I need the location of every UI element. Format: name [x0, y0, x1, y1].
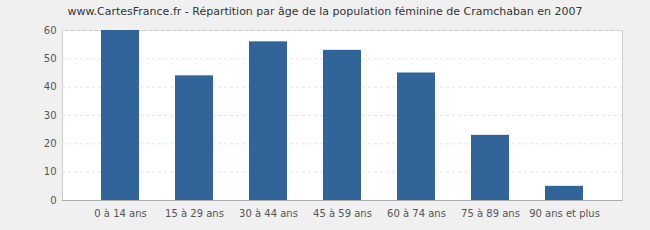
- svg-text:50: 50: [44, 53, 57, 64]
- html-text:www.CartesFrance.fr - Répartit: www.CartesFrance.fr - Répartition par âg…: [67, 5, 583, 18]
- svg-text:15 à 29 ans: 15 à 29 ans: [165, 208, 224, 219]
- svg-text:30 à 44 ans: 30 à 44 ans: [239, 208, 298, 219]
- svg-text:0: 0: [50, 195, 56, 206]
- svg-text:40: 40: [44, 81, 57, 92]
- svg-text:20: 20: [44, 138, 57, 149]
- svg-text:10: 10: [44, 166, 57, 177]
- svg-text:30: 30: [44, 110, 57, 121]
- svg-text:45 à 59 ans: 45 à 59 ans: [313, 208, 372, 219]
- svg-text:90 ans et plus: 90 ans et plus: [529, 208, 600, 219]
- svg-text:0 à 14 ans: 0 à 14 ans: [94, 208, 146, 219]
- svg-text:75 à 89 ans: 75 à 89 ans: [461, 208, 520, 219]
- svg-text:60: 60: [44, 25, 57, 36]
- svg-text:60 à 74 ans: 60 à 74 ans: [387, 208, 446, 219]
